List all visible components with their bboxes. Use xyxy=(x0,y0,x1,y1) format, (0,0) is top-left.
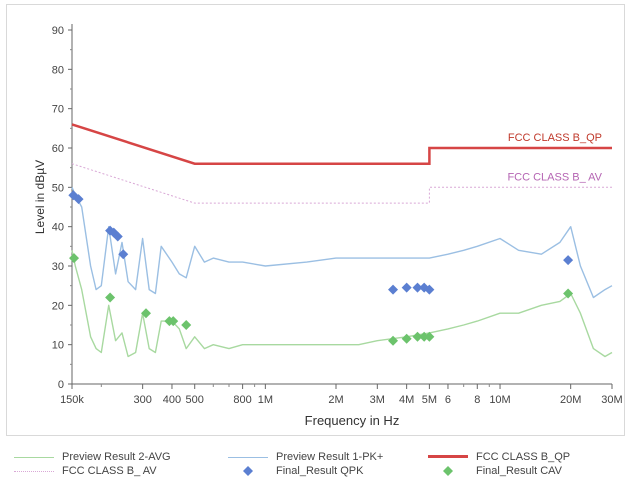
legend-swatch-fcc-av xyxy=(14,464,54,478)
x-tick-label: 8 xyxy=(474,394,480,406)
x-tick-label: 800 xyxy=(233,394,251,406)
point-final-result-cav xyxy=(168,316,179,327)
series-fcc-class-b-av xyxy=(71,163,612,204)
legend-label-final-cav: Final_Result CAV xyxy=(476,465,562,477)
point-final-result-qpk xyxy=(401,282,412,293)
y-tick-label: 40 xyxy=(52,222,64,234)
y-tick-label: 80 xyxy=(52,64,64,76)
y-tick-label: 10 xyxy=(52,340,64,352)
x-tick-label: 5M xyxy=(422,394,437,406)
legend: Preview Result 2-AVG Preview Result 1-PK… xyxy=(0,440,629,485)
point-final-result-cav xyxy=(419,331,430,342)
x-tick-label: 10M xyxy=(489,394,510,406)
legend-label-preview-avg: Preview Result 2-AVG xyxy=(62,451,171,463)
y-tick-label: 50 xyxy=(52,182,64,194)
series-fcc-class-b-qp xyxy=(71,123,612,165)
point-final-result-qpk xyxy=(118,249,129,260)
x-tick-label: 2M xyxy=(328,394,343,406)
legend-swatch-final-cav xyxy=(428,464,468,478)
x-tick-label: 500 xyxy=(186,394,204,406)
y-axis-label: Level in dBµV xyxy=(33,160,47,234)
y-tick-label: 0 xyxy=(58,379,64,391)
diamond-icon xyxy=(243,466,253,476)
point-final-result-cav xyxy=(424,331,435,342)
point-final-result-qpk xyxy=(73,194,84,205)
x-tick-label: 30M xyxy=(601,394,622,406)
legend-label-preview-pk: Preview Result 1-PK+ xyxy=(276,451,384,463)
point-final-result-qpk xyxy=(424,284,435,295)
x-tick-label: 400 xyxy=(163,394,181,406)
point-final-result-cav xyxy=(401,333,412,344)
annotation-fcc-qp: FCC CLASS B_QP xyxy=(508,132,602,144)
legend-label-fcc-qp: FCC CLASS B_QP xyxy=(476,451,571,463)
point-final-result-qpk xyxy=(563,255,574,266)
legend-swatch-fcc-qp xyxy=(428,450,468,464)
point-final-result-qpk xyxy=(112,231,123,242)
legend-item-preview-pk: Preview Result 1-PK+ xyxy=(228,450,383,464)
y-tick-label: 30 xyxy=(52,261,64,273)
x-tick-label: 3M xyxy=(370,394,385,406)
legend-item-final-cav: Final_Result CAV xyxy=(428,464,562,478)
y-tick-label: 90 xyxy=(52,25,64,37)
x-tick-label: 1M xyxy=(258,394,273,406)
legend-item-fcc-qp: FCC CLASS B_QP xyxy=(428,450,570,464)
y-tick-label: 60 xyxy=(52,143,64,155)
legend-item-preview-avg: Preview Result 2-AVG xyxy=(14,450,171,464)
x-tick-label: 150k xyxy=(60,394,84,406)
point-final-result-cav xyxy=(563,288,574,299)
legend-item-final-qpk: Final_Result QPK xyxy=(228,464,363,478)
y-tick-label: 20 xyxy=(52,300,64,312)
point-final-result-qpk xyxy=(388,284,399,295)
legend-swatch-preview-avg xyxy=(14,450,54,464)
x-tick-label: 4M xyxy=(399,394,414,406)
point-final-result-cav xyxy=(412,331,423,342)
x-tick-label: 20M xyxy=(560,394,581,406)
chart-frame xyxy=(6,4,625,436)
point-final-result-cav xyxy=(388,335,399,346)
point-final-result-cav xyxy=(69,253,80,264)
legend-label-fcc-av: FCC CLASS B_ AV xyxy=(62,465,157,477)
legend-label-final-qpk: Final_Result QPK xyxy=(276,465,364,477)
series-preview-result-2-avg xyxy=(71,250,613,358)
point-final-result-cav xyxy=(181,320,192,330)
x-tick-label: 300 xyxy=(133,394,151,406)
y-tick-label: 70 xyxy=(52,104,64,116)
legend-swatch-final-qpk xyxy=(228,464,268,478)
diamond-icon xyxy=(443,466,453,476)
point-final-result-cav xyxy=(140,308,151,319)
x-axis-label: Frequency in Hz xyxy=(305,413,400,428)
emi-chart: 0 10 20 30 40 50 60 70 80 90 150k 300 400 500 800 1M 2M 3… xyxy=(33,24,623,428)
point-final-result-cav xyxy=(105,292,116,303)
legend-item-fcc-av: FCC CLASS B_ AV xyxy=(14,464,157,478)
annotation-fcc-av: FCC CLASS B_ AV xyxy=(507,171,602,183)
legend-swatch-preview-pk xyxy=(228,450,268,464)
x-tick-label: 6 xyxy=(445,394,451,406)
series-preview-result-1-pk xyxy=(71,187,613,299)
point-final-result-qpk xyxy=(412,282,423,293)
